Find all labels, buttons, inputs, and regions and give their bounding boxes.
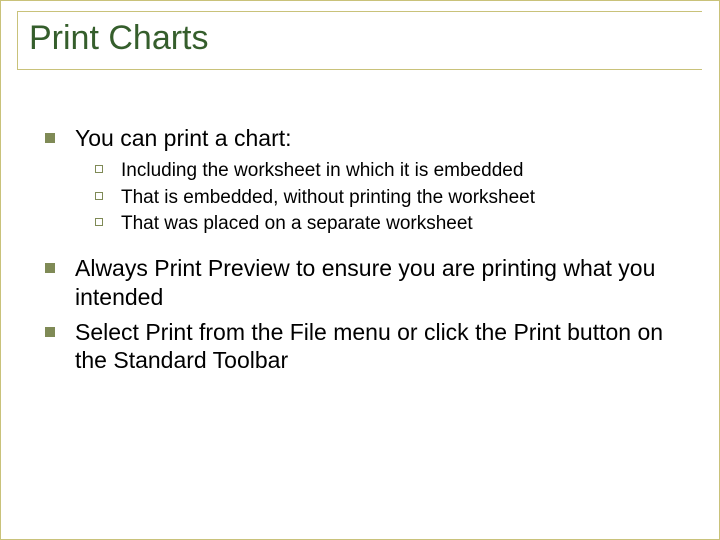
sub-bullet-item: That is embedded, without printing the w… [95,186,675,210]
hollow-square-bullet-icon [95,218,103,226]
bullet-text: Select Print from the File menu or click… [75,318,675,376]
title-area: Print Charts [1,1,719,66]
square-bullet-icon [45,133,55,143]
body-area: You can print a chart: Including the wor… [1,66,719,375]
bullet-item: You can print a chart: [45,124,675,153]
sub-bullet-list: Including the worksheet in which it is e… [45,159,675,236]
sub-bullet-text: That is embedded, without printing the w… [121,186,535,210]
square-bullet-icon [45,263,55,273]
hollow-square-bullet-icon [95,165,103,173]
bullet-item: Select Print from the File menu or click… [45,318,675,376]
hollow-square-bullet-icon [95,192,103,200]
sub-bullet-text: Including the worksheet in which it is e… [121,159,523,183]
bullet-text: You can print a chart: [75,124,292,153]
sub-bullet-text: That was placed on a separate worksheet [121,212,473,236]
bullet-text: Always Print Preview to ensure you are p… [75,254,675,312]
sub-bullet-item: That was placed on a separate worksheet [95,212,675,236]
sub-bullet-item: Including the worksheet in which it is e… [95,159,675,183]
bullet-item: Always Print Preview to ensure you are p… [45,254,675,312]
slide: Print Charts You can print a chart: Incl… [0,0,720,540]
slide-title: Print Charts [29,19,719,58]
title-rule-bottom [17,69,702,70]
square-bullet-icon [45,327,55,337]
